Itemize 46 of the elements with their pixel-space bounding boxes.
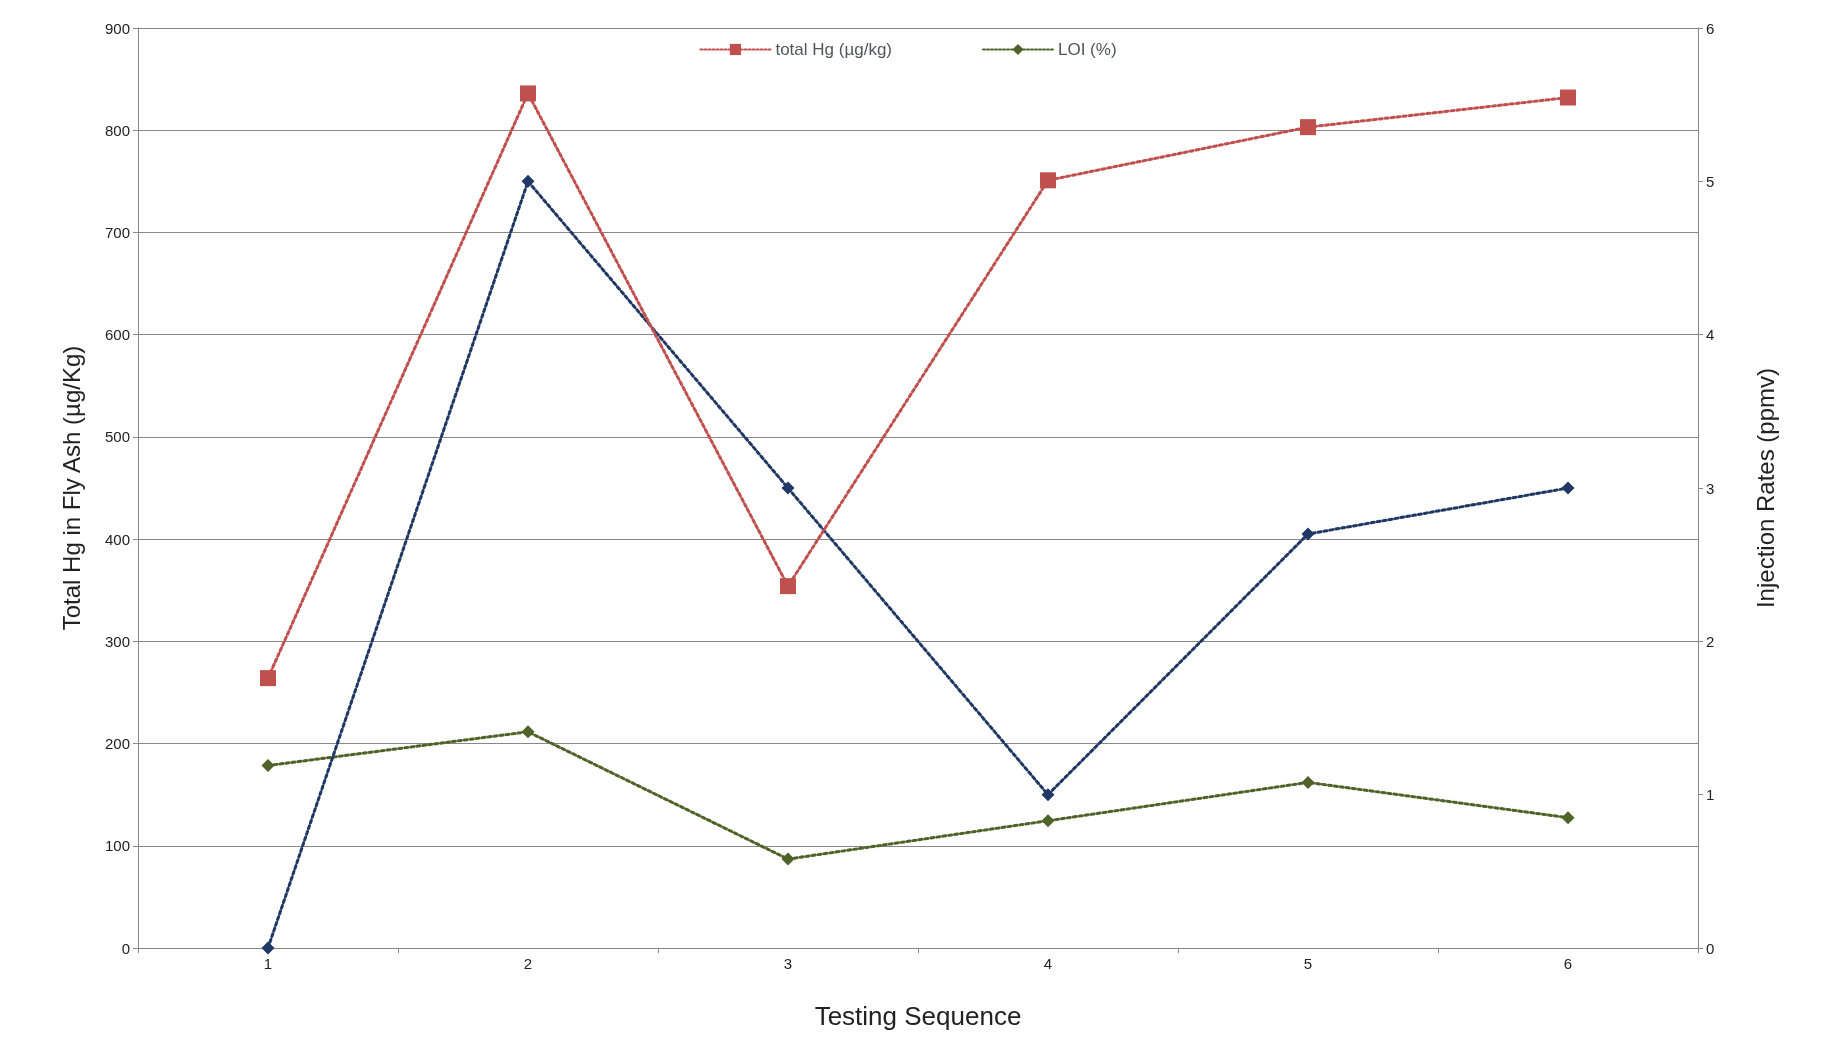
y-tick-label: 200 bbox=[104, 735, 130, 753]
y-tick-label: 900 bbox=[104, 19, 130, 37]
x-tick-label: 2 bbox=[523, 955, 533, 972]
y-axis-title: Total Hg in Fly Ash (µg/Kg) bbox=[57, 345, 85, 631]
x-tick-label: 1 bbox=[263, 955, 273, 972]
y-tick-label: 300 bbox=[104, 632, 130, 650]
point bbox=[1040, 172, 1056, 189]
point bbox=[1561, 811, 1575, 825]
point bbox=[1041, 814, 1055, 828]
point bbox=[260, 670, 276, 687]
y2-tick-label: 2 bbox=[1706, 632, 1715, 650]
x-axis-title: Testing Sequence bbox=[814, 1001, 1022, 1031]
y2-axis-title: Injection Rates (ppmv) bbox=[1751, 367, 1779, 609]
y2-tick-label: 1 bbox=[1706, 786, 1715, 804]
y-tick-label: 0 bbox=[121, 939, 130, 957]
point bbox=[521, 174, 535, 188]
point bbox=[520, 85, 536, 102]
y-tick-label: 400 bbox=[104, 530, 130, 548]
y2-tick-label: 5 bbox=[1706, 172, 1715, 190]
point bbox=[521, 725, 535, 739]
point bbox=[781, 481, 795, 495]
y2-tick-label: 4 bbox=[1706, 326, 1715, 344]
y2-tick-label: 3 bbox=[1706, 479, 1715, 497]
y-tick-label: 500 bbox=[104, 428, 130, 446]
point bbox=[1301, 527, 1315, 541]
y-tick-label: 700 bbox=[104, 223, 130, 241]
x-tick-label: 5 bbox=[1303, 955, 1313, 972]
point bbox=[261, 941, 275, 955]
point bbox=[1300, 119, 1316, 136]
legend-label: total Hg (µg/kg) bbox=[775, 40, 892, 59]
y-tick-label: 600 bbox=[104, 326, 130, 344]
y2-tick-label: 6 bbox=[1706, 19, 1715, 37]
point bbox=[1301, 775, 1315, 789]
y-tick-label: 800 bbox=[104, 121, 130, 139]
x-tick-label: 3 bbox=[783, 955, 793, 972]
point bbox=[781, 852, 795, 866]
y2-tick-label: 0 bbox=[1706, 939, 1715, 957]
point bbox=[1561, 481, 1575, 495]
legend-label: LOI (%) bbox=[1058, 40, 1117, 59]
point bbox=[261, 759, 275, 773]
x-tick-label: 4 bbox=[1043, 955, 1053, 972]
x-tick-label: 6 bbox=[1563, 955, 1573, 972]
point bbox=[1560, 89, 1576, 106]
point bbox=[1041, 788, 1055, 802]
point bbox=[780, 578, 796, 595]
y-tick-label: 100 bbox=[104, 837, 130, 855]
